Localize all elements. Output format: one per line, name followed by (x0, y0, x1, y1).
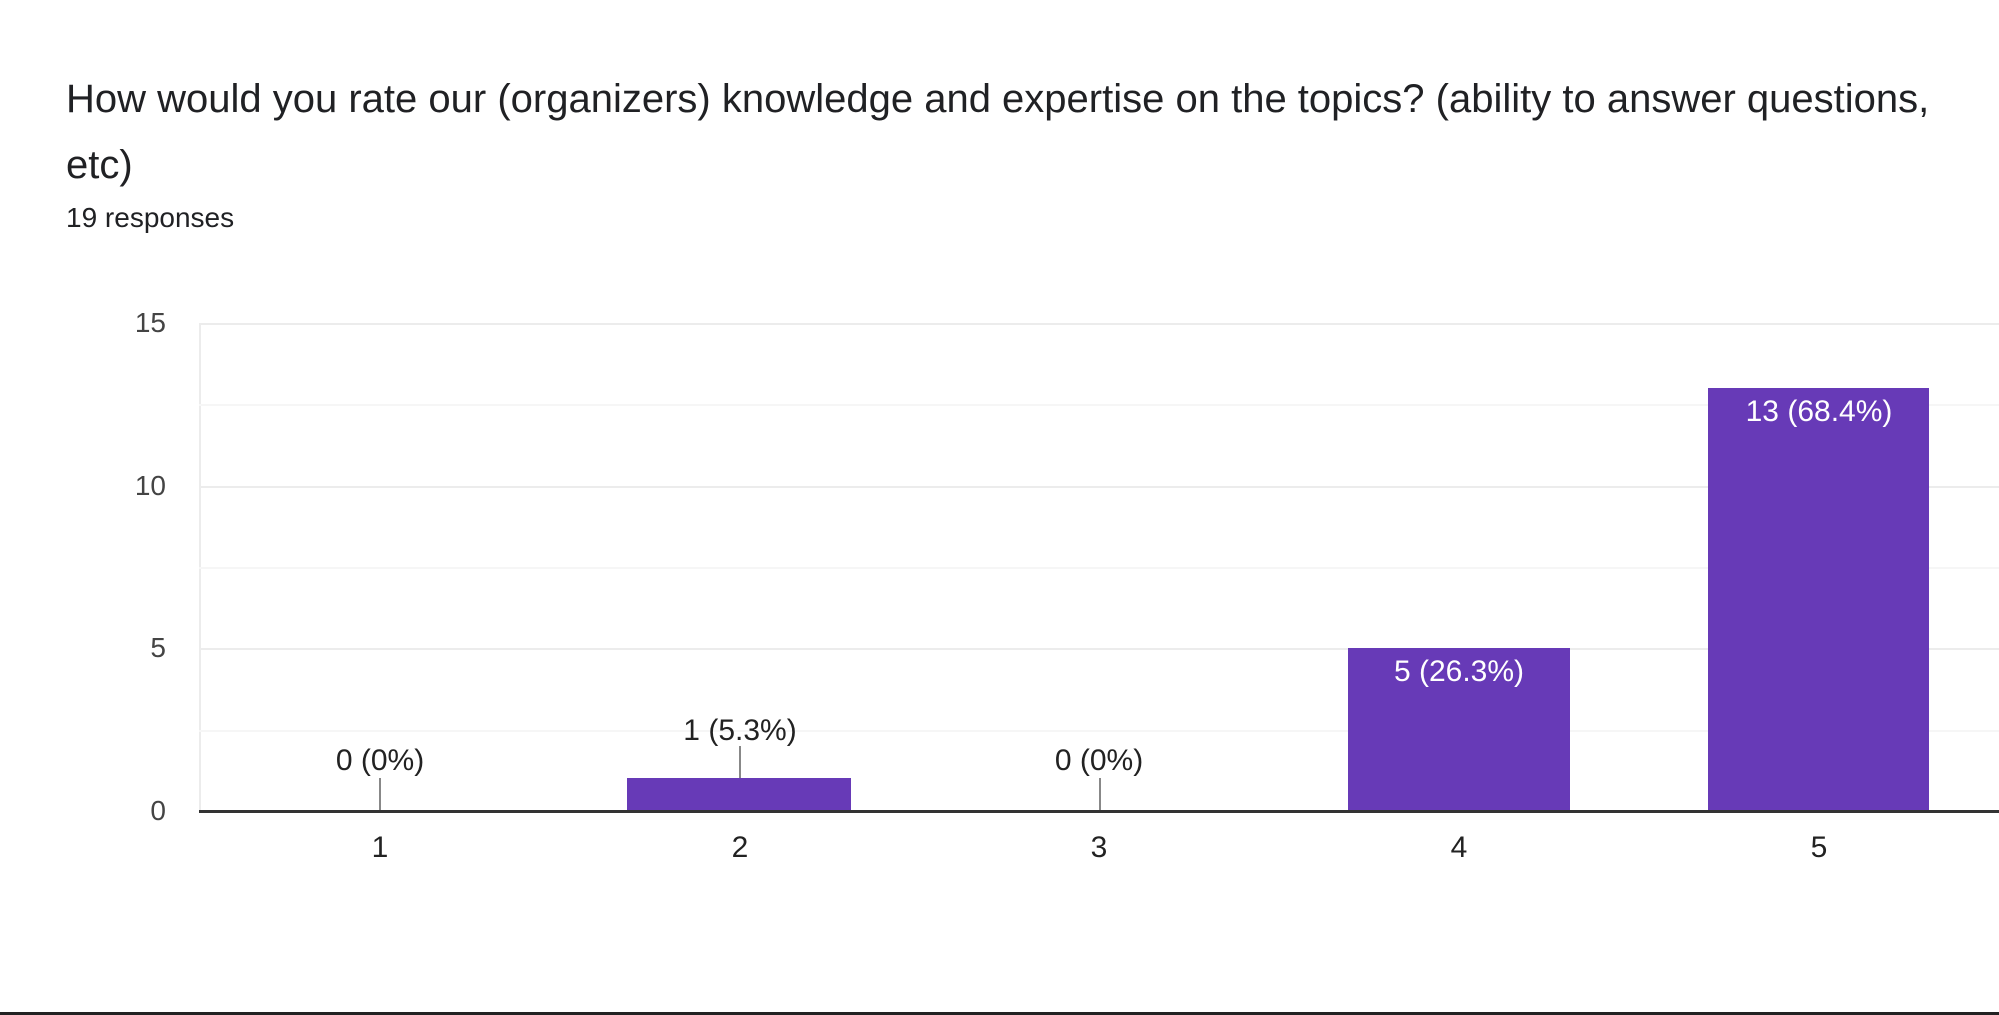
response-count: 19 responses (66, 202, 235, 233)
data-label-4: 5 (26.3%) (1393, 655, 1525, 688)
label-stem-1 (379, 778, 381, 811)
data-label-2: 1 (5.3%) (683, 714, 797, 747)
label-stem-3 (1099, 778, 1101, 811)
bar-2 (627, 778, 851, 811)
x-axis-line (199, 810, 1999, 813)
gridline-15 (199, 323, 1999, 325)
x-tick-5: 5 (1810, 831, 1828, 864)
data-label-3: 0 (0%) (1054, 744, 1144, 777)
y-tick-10: 10 (134, 470, 166, 501)
data-label-5: 13 (68.4%) (1745, 395, 1893, 428)
gridline-7-5 (199, 567, 1999, 569)
y-tick-0: 0 (150, 795, 166, 826)
bar-5 (1708, 388, 1929, 811)
data-label-1: 0 (0%) (335, 744, 425, 777)
bottom-divider (0, 1012, 1999, 1015)
label-stem-2 (739, 746, 741, 778)
question-title: How would you rate our (organizers) know… (66, 77, 1930, 187)
x-tick-3: 3 (1090, 831, 1108, 864)
gridline-5 (199, 648, 1999, 650)
x-tick-2: 2 (731, 831, 749, 864)
gridline-2-5 (199, 730, 1999, 732)
y-tick-5: 5 (150, 632, 166, 663)
gridline-12-5 (199, 404, 1999, 406)
y-tick-15: 15 (134, 307, 166, 338)
x-tick-4: 4 (1450, 831, 1468, 864)
gridline-10 (199, 486, 1999, 488)
bar-4 (1348, 648, 1570, 811)
x-tick-1: 1 (371, 831, 389, 864)
